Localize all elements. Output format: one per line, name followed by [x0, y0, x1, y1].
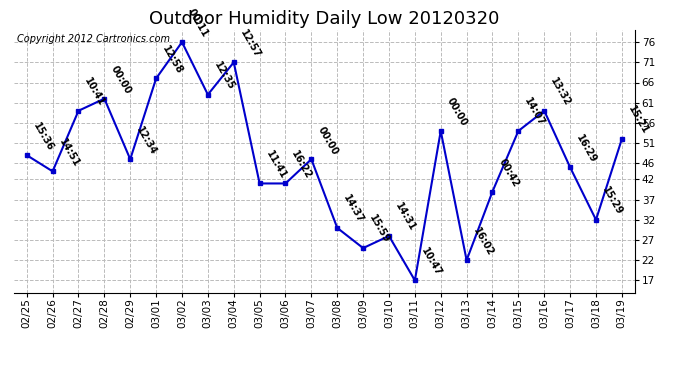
Text: 12:35: 12:35: [212, 60, 236, 92]
Text: 15:59: 15:59: [367, 213, 391, 245]
Text: 15:21: 15:21: [626, 104, 650, 136]
Text: 00:00: 00:00: [108, 64, 132, 96]
Text: 00:00: 00:00: [315, 124, 339, 156]
Text: 14:07: 14:07: [522, 96, 546, 128]
Text: 16:22: 16:22: [290, 149, 314, 181]
Text: 11:41: 11:41: [264, 149, 288, 181]
Text: 00:11: 00:11: [186, 8, 210, 39]
Text: 14:51: 14:51: [57, 137, 81, 169]
Text: 15:36: 15:36: [31, 121, 55, 152]
Text: 12:34: 12:34: [135, 124, 159, 156]
Title: Outdoor Humidity Daily Low 20120320: Outdoor Humidity Daily Low 20120320: [149, 10, 500, 28]
Text: 13:32: 13:32: [549, 76, 573, 108]
Text: 16:29: 16:29: [574, 133, 598, 165]
Text: 10:47: 10:47: [419, 246, 443, 278]
Text: 15:29: 15:29: [600, 185, 624, 217]
Text: Copyright 2012 Cartronics.com: Copyright 2012 Cartronics.com: [17, 34, 170, 44]
Text: 12:58: 12:58: [160, 44, 184, 76]
Text: 00:00: 00:00: [445, 96, 469, 128]
Text: 14:31: 14:31: [393, 201, 417, 233]
Text: 14:37: 14:37: [342, 193, 366, 225]
Text: 16:02: 16:02: [471, 226, 495, 257]
Text: 10:41: 10:41: [83, 76, 107, 108]
Text: 00:42: 00:42: [497, 157, 521, 189]
Text: 12:57: 12:57: [238, 28, 262, 60]
